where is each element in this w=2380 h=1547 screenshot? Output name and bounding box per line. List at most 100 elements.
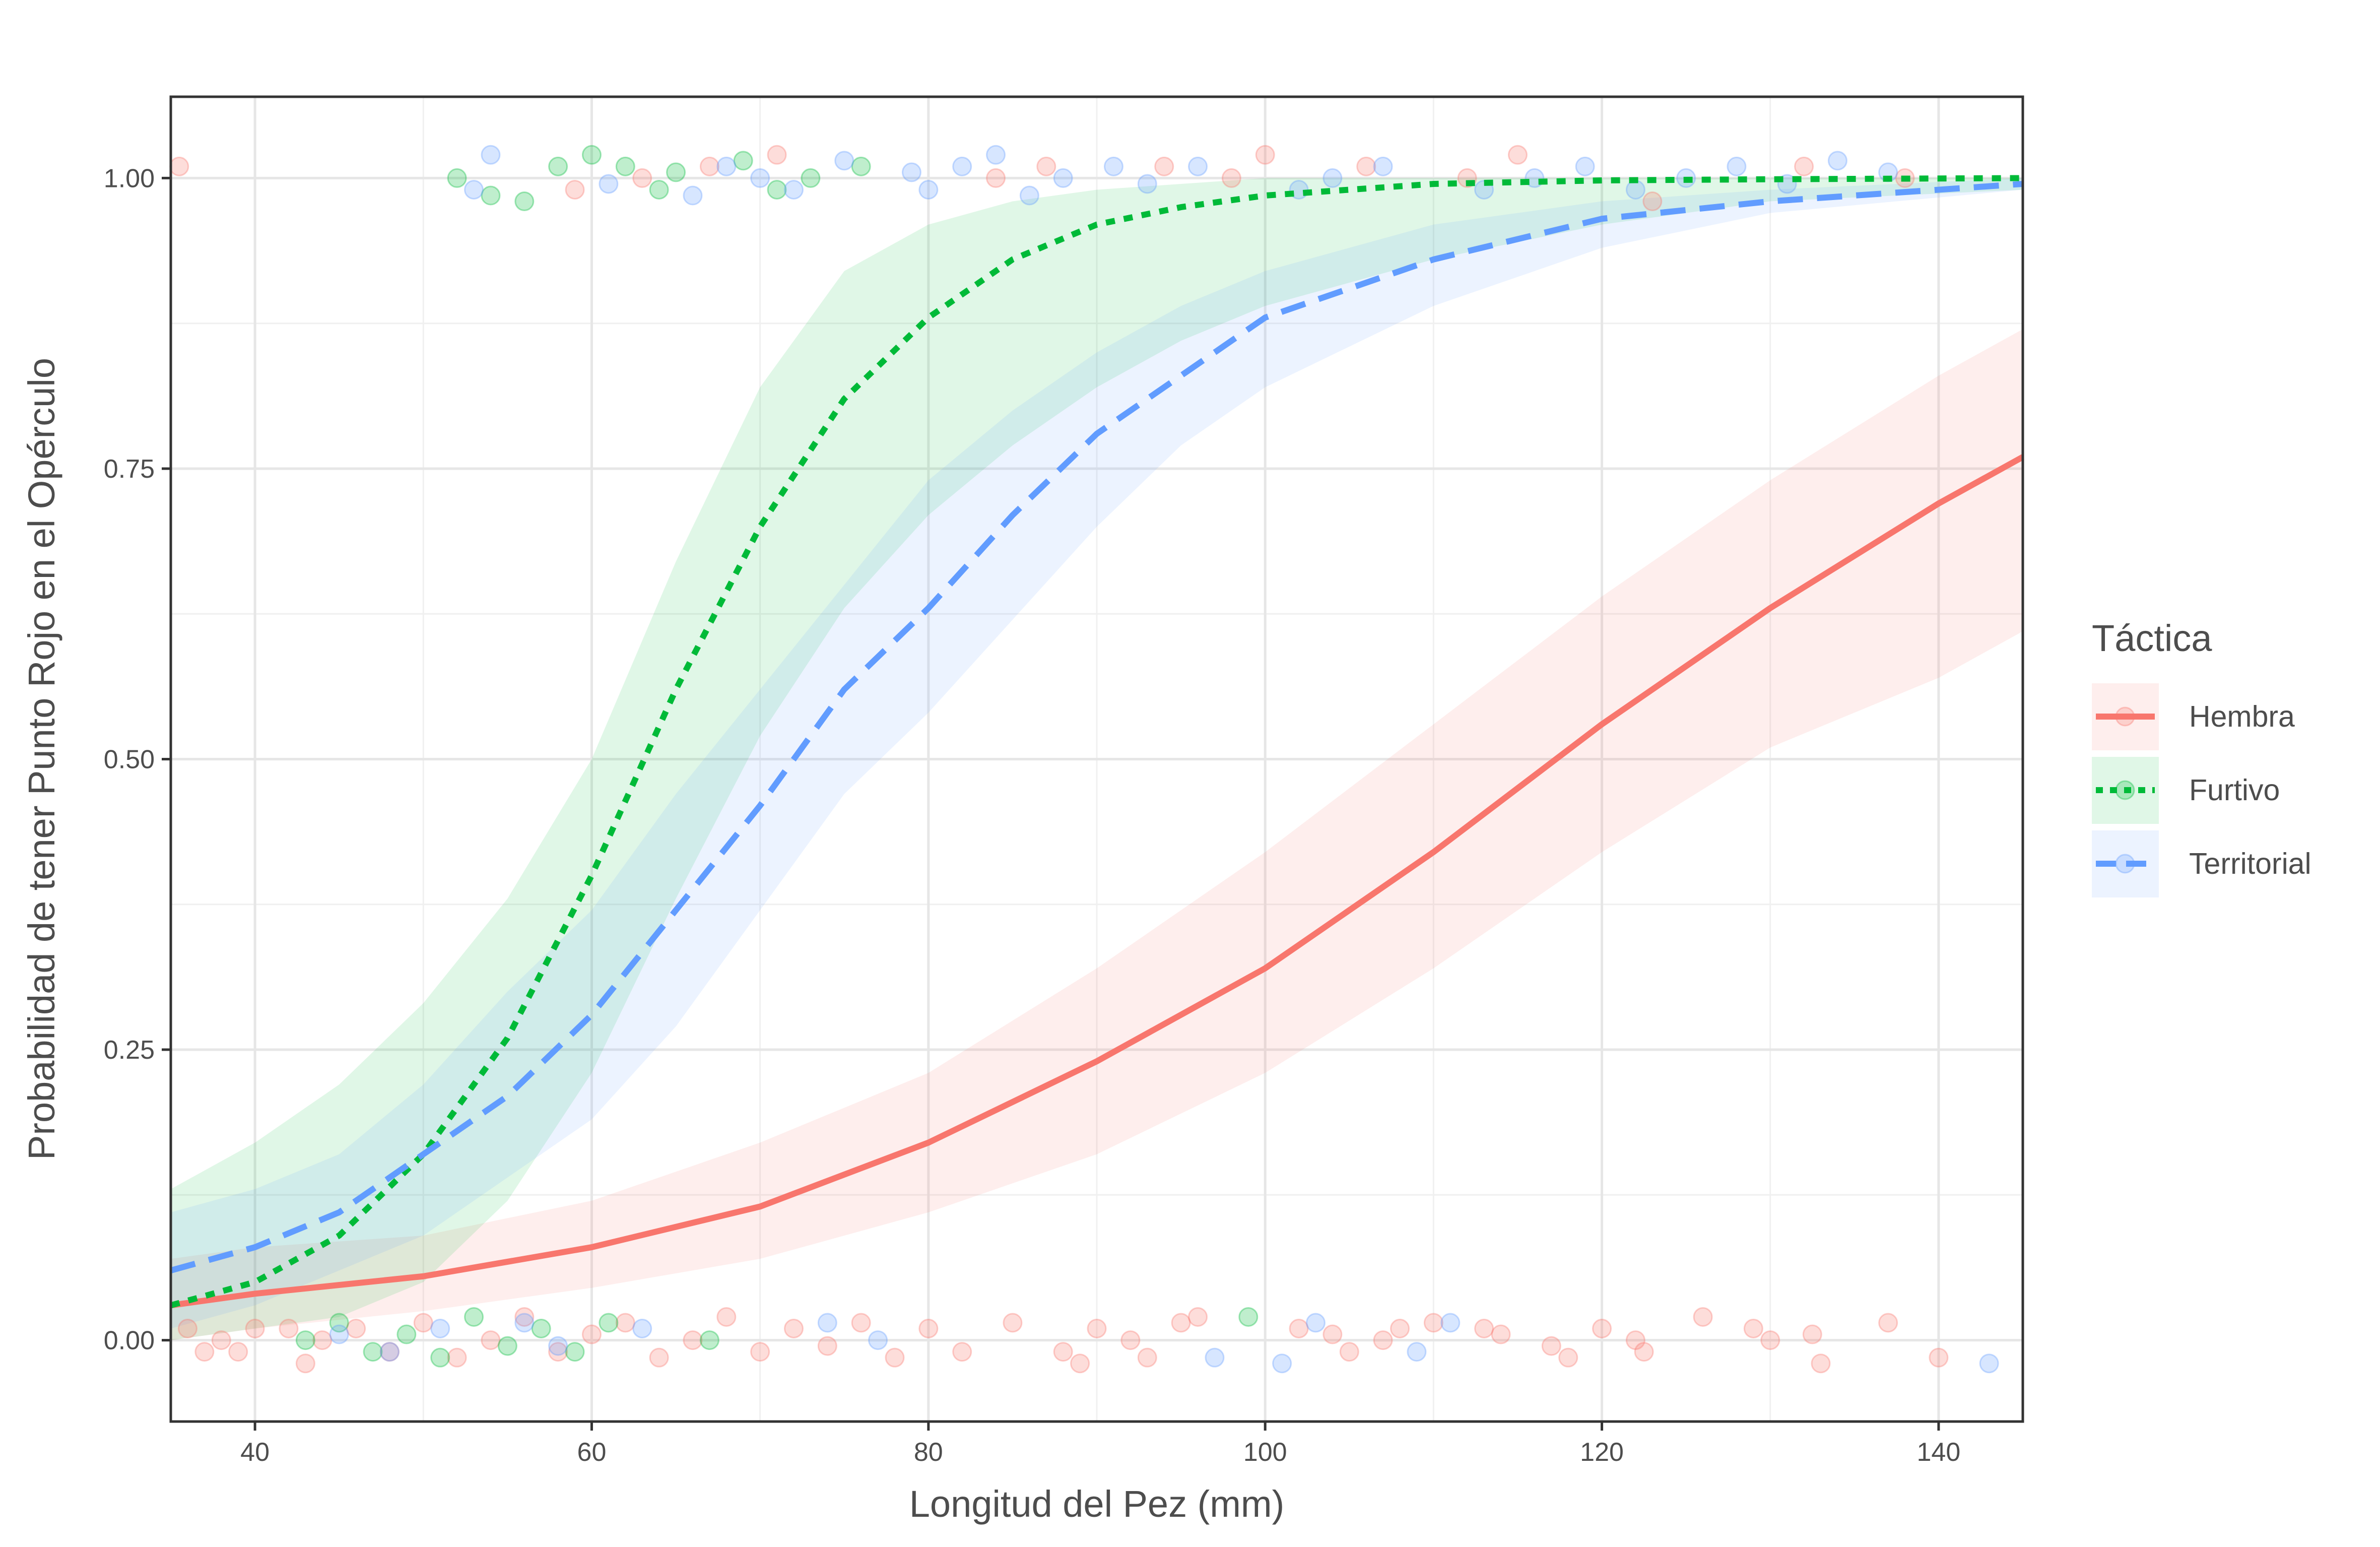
legend-items: Hembra Furtivo Territorial bbox=[2092, 683, 2311, 897]
data-point-hembra bbox=[985, 168, 1006, 188]
y-tick-label: 0.00 bbox=[104, 1326, 155, 1356]
data-point-hembra bbox=[1255, 145, 1275, 165]
data-point-furtivo bbox=[649, 179, 669, 200]
data-point-furtivo bbox=[851, 156, 871, 176]
data-point-hembra bbox=[1929, 1347, 1949, 1368]
data-point-hembra bbox=[1221, 168, 1241, 188]
data-point-furtivo bbox=[295, 1330, 315, 1350]
data-point-hembra bbox=[1625, 1330, 1645, 1350]
data-point-hembra bbox=[447, 1347, 467, 1368]
y-axis-title: Probabilidad de tener Punto Rojo en el O… bbox=[21, 358, 62, 1160]
confidence-ribbons bbox=[171, 178, 2023, 1340]
data-point-hembra bbox=[699, 156, 719, 176]
data-point-territorial bbox=[1188, 156, 1208, 176]
data-point-hembra bbox=[228, 1342, 248, 1362]
x-tick-label: 80 bbox=[914, 1438, 943, 1467]
data-point-hembra bbox=[548, 1342, 568, 1362]
data-point-hembra bbox=[1373, 1330, 1393, 1350]
data-point-hembra bbox=[565, 179, 585, 200]
y-axis: 0.00 0.25 0.50 0.75 1.00 bbox=[104, 164, 171, 1356]
data-point-hembra bbox=[295, 1353, 315, 1374]
data-point-hembra bbox=[245, 1319, 265, 1339]
data-point-hembra bbox=[1491, 1324, 1511, 1344]
x-tick-label: 40 bbox=[240, 1438, 270, 1467]
data-point-hembra bbox=[481, 1330, 501, 1350]
data-point-hembra bbox=[1507, 145, 1528, 165]
data-point-territorial bbox=[952, 156, 972, 176]
data-point-territorial bbox=[1979, 1353, 1999, 1374]
data-point-territorial bbox=[1440, 1313, 1461, 1333]
data-point-hembra bbox=[1356, 156, 1376, 176]
data-point-territorial bbox=[1103, 156, 1123, 176]
data-point-hembra bbox=[1794, 156, 1814, 176]
legend-label-furtivo: Furtivo bbox=[2189, 774, 2280, 807]
data-point-furtivo bbox=[615, 156, 635, 176]
data-point-territorial bbox=[1727, 156, 1747, 176]
data-point-hembra bbox=[952, 1342, 972, 1362]
data-point-hembra bbox=[194, 1342, 215, 1362]
data-point-furtivo bbox=[514, 191, 535, 212]
data-point-territorial bbox=[1305, 1313, 1326, 1333]
data-point-hembra bbox=[279, 1319, 299, 1339]
data-point-territorial bbox=[514, 1313, 535, 1333]
data-point-territorial bbox=[481, 145, 501, 165]
y-tick-label: 1.00 bbox=[104, 164, 155, 193]
data-point-hembra bbox=[1003, 1313, 1023, 1333]
data-point-hembra bbox=[632, 168, 652, 188]
data-point-territorial bbox=[716, 156, 737, 176]
data-point-hembra bbox=[312, 1330, 333, 1350]
data-point-hembra bbox=[169, 156, 189, 176]
data-point-territorial bbox=[901, 162, 921, 182]
data-point-hembra bbox=[783, 1319, 804, 1339]
data-point-hembra bbox=[1802, 1324, 1822, 1344]
data-point-hembra bbox=[1423, 1313, 1443, 1333]
data-point-territorial bbox=[599, 174, 619, 194]
data-point-hembra bbox=[1289, 1319, 1309, 1339]
x-tick-label: 60 bbox=[577, 1438, 607, 1467]
data-point-furtivo bbox=[497, 1336, 517, 1356]
y-tick-label: 0.50 bbox=[104, 745, 155, 775]
legend-label-hembra: Hembra bbox=[2189, 700, 2295, 733]
data-point-hembra bbox=[1087, 1319, 1107, 1339]
data-point-hembra bbox=[581, 1324, 602, 1344]
data-point-hembra bbox=[379, 1342, 400, 1362]
data-point-territorial bbox=[1407, 1342, 1427, 1362]
data-point-territorial bbox=[548, 1336, 568, 1356]
data-point-furtivo bbox=[363, 1342, 383, 1362]
data-point-furtivo bbox=[396, 1324, 417, 1344]
data-point-hembra bbox=[1760, 1330, 1780, 1350]
data-point-territorial bbox=[379, 1342, 400, 1362]
data-point-hembra bbox=[649, 1347, 669, 1368]
data-point-territorial bbox=[632, 1319, 652, 1339]
data-point-territorial bbox=[783, 179, 804, 200]
data-point-furtivo bbox=[481, 185, 501, 206]
data-point-hembra bbox=[1541, 1336, 1561, 1356]
legend-title: Táctica bbox=[2092, 617, 2212, 659]
data-point-territorial bbox=[329, 1324, 349, 1344]
data-point-hembra bbox=[1592, 1319, 1612, 1339]
data-point-hembra bbox=[1743, 1319, 1763, 1339]
data-point-hembra bbox=[750, 1342, 770, 1362]
data-point-hembra bbox=[851, 1313, 871, 1333]
data-point-hembra bbox=[615, 1313, 635, 1333]
fitted-lines bbox=[170, 175, 2024, 1309]
data-point-hembra bbox=[1878, 1313, 1898, 1333]
ribbon-hembra bbox=[171, 329, 2023, 1340]
data-point-furtivo bbox=[581, 145, 602, 165]
data-point-hembra bbox=[514, 1307, 535, 1327]
data-point-hembra bbox=[1558, 1347, 1578, 1368]
data-point-hembra bbox=[1339, 1342, 1359, 1362]
legend: Táctica Hembra Furtivo Territorial bbox=[2092, 617, 2311, 897]
data-point-furtivo bbox=[464, 1307, 484, 1327]
data-point-hembra bbox=[413, 1313, 433, 1333]
x-axis: 40 60 80 100 120 140 bbox=[240, 1422, 1960, 1467]
data-point-hembra bbox=[1137, 1347, 1157, 1368]
x-tick-label: 120 bbox=[1580, 1438, 1624, 1467]
data-point-hembra bbox=[1036, 156, 1056, 176]
data-point-territorial bbox=[1137, 174, 1157, 194]
data-point-hembra bbox=[716, 1307, 737, 1327]
data-point-hembra bbox=[1811, 1353, 1831, 1374]
data-point-territorial bbox=[1827, 151, 1847, 171]
